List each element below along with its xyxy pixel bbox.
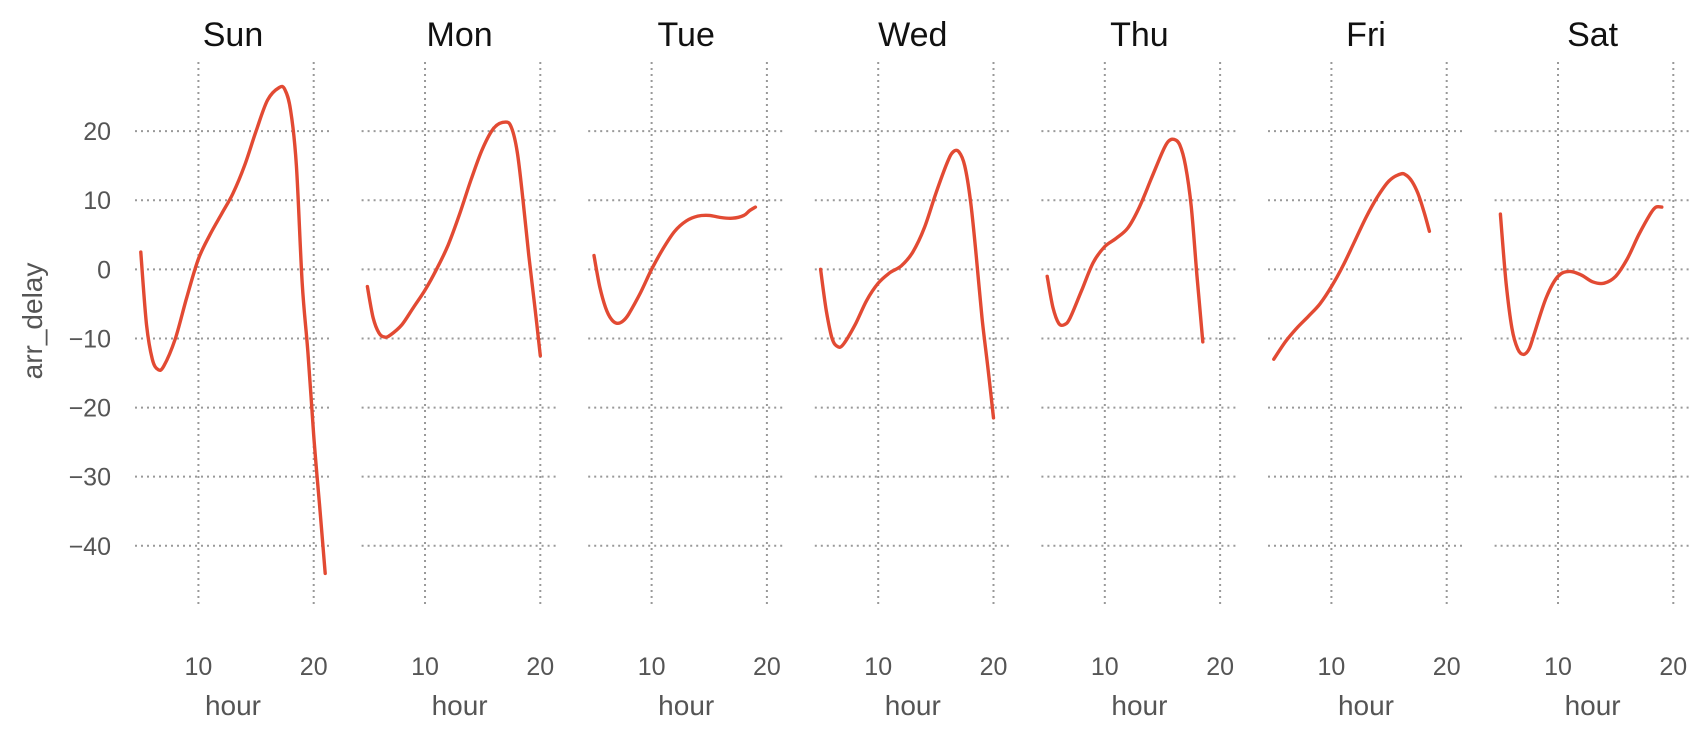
- x-axis-label: hour: [1565, 690, 1621, 721]
- y-tick-label: −20: [69, 395, 111, 423]
- x-tick-label: 20: [980, 653, 1008, 681]
- series-line-thu: [1045, 137, 1205, 344]
- series-line-wed: [818, 148, 996, 420]
- x-tick-label: 10: [864, 653, 892, 681]
- y-tick-label: −30: [69, 464, 111, 492]
- panel-title-fri: Fri: [1346, 16, 1386, 54]
- y-tick-label: −40: [69, 533, 111, 561]
- text-layer: 10 20 Sun hour 10 20 Mon hour 10 20 Tue hour 10 20 Wed…: [17, 16, 1687, 721]
- x-tick-label: 10: [185, 653, 213, 681]
- panel-title-mon: Mon: [427, 16, 493, 54]
- series-layer: [139, 84, 1664, 576]
- series-line-sat: [1498, 204, 1664, 357]
- x-tick-label: 20: [753, 653, 781, 681]
- x-tick-label: 20: [1206, 653, 1234, 681]
- y-tick-label: 20: [83, 118, 111, 146]
- panel-title-sun: Sun: [203, 16, 264, 54]
- x-tick-label: 10: [1091, 653, 1119, 681]
- x-tick-label: 10: [1318, 653, 1346, 681]
- x-tick-label: 10: [638, 653, 666, 681]
- x-axis-label: hour: [205, 690, 261, 721]
- panel-title-wed: Wed: [878, 16, 947, 54]
- x-axis-label: hour: [432, 690, 488, 721]
- x-tick-label: 20: [1659, 653, 1687, 681]
- grid-layer: [135, 62, 1691, 608]
- series-line-sun: [139, 84, 327, 576]
- y-tick-label: 0: [97, 256, 111, 284]
- y-axis-label: arr_delay: [17, 263, 48, 380]
- x-axis-label: hour: [1111, 690, 1167, 721]
- x-tick-label: 20: [526, 653, 554, 681]
- x-tick-label: 20: [1433, 653, 1461, 681]
- x-axis-label: hour: [1338, 690, 1394, 721]
- series-line-mon: [365, 120, 542, 358]
- x-tick-label: 10: [411, 653, 439, 681]
- y-tick-label: 10: [83, 187, 111, 215]
- x-tick-label: 20: [300, 653, 328, 681]
- panel-title-tue: Tue: [658, 16, 715, 54]
- series-line-fri: [1272, 171, 1432, 361]
- x-axis-label: hour: [658, 690, 714, 721]
- x-tick-label: 10: [1544, 653, 1572, 681]
- y-tick-label: −10: [69, 325, 111, 353]
- series-line-tue: [592, 205, 758, 326]
- panel-title-sat: Sat: [1567, 16, 1619, 54]
- panel-title-thu: Thu: [1110, 16, 1169, 54]
- x-axis-label: hour: [885, 690, 941, 721]
